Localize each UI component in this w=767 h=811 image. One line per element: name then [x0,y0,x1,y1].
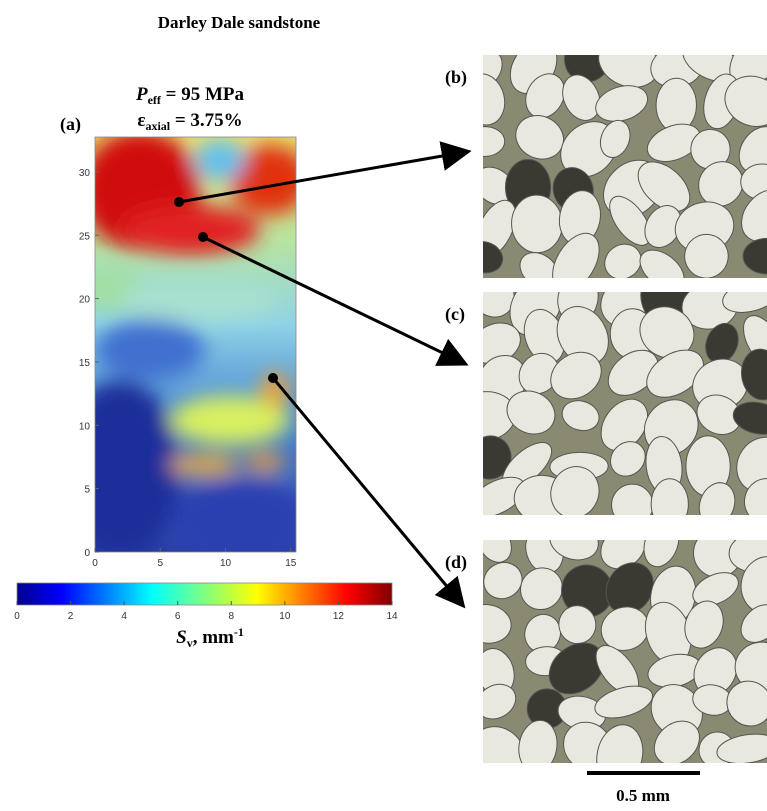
grain [692,572,739,607]
grain [684,233,729,278]
grain [562,74,601,121]
x-tick-label: 15 [285,558,297,569]
grain [724,75,767,127]
x-tick-label: 10 [220,558,232,569]
grain [732,401,767,435]
arrows [178,141,472,609]
sample-points [174,197,278,383]
grain [519,252,559,278]
condition: Peff = 95 MPa [135,84,245,107]
grain [506,390,556,435]
panel-label: (b) [445,67,467,88]
grain [741,348,767,401]
grain [643,540,680,568]
map-frame [94,136,297,553]
grain [740,604,767,643]
micrograph [483,540,767,763]
grain [595,85,649,122]
texture [483,292,767,515]
grain [483,604,512,644]
grain [596,724,644,763]
y-tick-label: 25 [79,231,91,242]
grain [552,232,600,278]
grain [726,680,767,727]
grain [637,161,691,212]
grain [722,292,767,313]
grain [483,292,515,318]
contour-map [95,137,296,552]
grain [741,189,767,242]
grain [561,564,614,618]
grain [483,683,517,720]
grain [698,482,736,515]
colorbar-tick-label: 12 [333,611,345,622]
grain [600,540,646,570]
y-tick-label: 20 [79,295,91,306]
y-tick-label: 15 [79,358,91,369]
colorbar-tick-label: 0 [14,611,20,622]
colorbar-tick-label: 6 [175,611,181,622]
grain [650,478,689,515]
grain [736,436,767,494]
grain [716,733,767,763]
panel-label: (a) [60,114,81,135]
grain [743,478,767,515]
colorbar-tick-label: 8 [229,611,235,622]
grain [646,349,704,398]
micrograph [483,55,767,278]
texture [483,540,767,763]
grain [550,351,602,400]
grain [639,249,685,278]
colorbar-tick-label: 4 [121,611,127,622]
grain [549,540,599,561]
grain [483,73,506,126]
y-tick-label: 30 [79,168,91,179]
grain [639,306,695,359]
grain [483,241,504,274]
colorbar [16,582,393,606]
panel-label: (d) [445,552,467,573]
grain [483,540,512,563]
grain [653,720,700,763]
micrograph [483,292,767,515]
grain [483,726,525,763]
grain [684,600,724,649]
grain [599,119,631,158]
grain [550,466,600,515]
grain [607,349,659,396]
grain [561,400,600,432]
grain [698,161,744,207]
grain [604,243,642,278]
grain [600,398,649,452]
grain [518,719,558,763]
x-tick-label: 0 [92,558,98,569]
y-tick-label: 5 [84,485,90,496]
texture [483,55,767,278]
y-tick-label: 10 [79,421,91,432]
condition: εaxial = 3.75% [137,110,242,133]
colorbar-label: Sv, mm-1 [176,625,244,650]
grain [520,567,563,611]
grain [483,562,523,600]
x-tick-label: 5 [157,558,163,569]
colorbar-tick-label: 10 [279,611,291,622]
panel-label: (c) [445,304,465,325]
colorbar-tick-label: 2 [68,611,74,622]
colorbar-tick-label: 14 [386,611,398,622]
scale-bar-label: 0.5 mm [616,786,670,805]
micrographs [483,55,767,763]
grain [483,126,506,157]
figure-title: Darley Dale sandstone [158,13,321,32]
grain [609,195,652,246]
grain [610,441,646,477]
y-tick-label: 0 [84,548,90,559]
grain [594,685,654,719]
